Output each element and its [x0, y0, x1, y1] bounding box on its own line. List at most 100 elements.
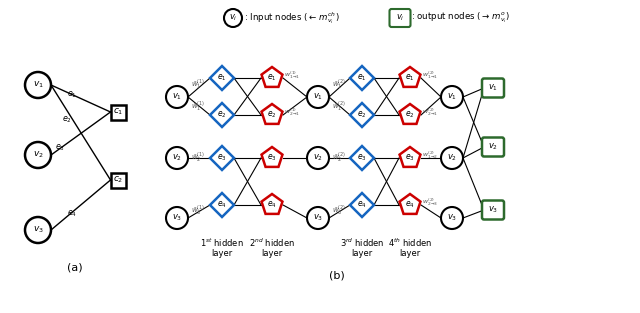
Polygon shape [399, 147, 420, 167]
Text: $w_{1\!\to\!2}^{(2)}$: $w_{1\!\to\!2}^{(2)}$ [422, 149, 438, 161]
Text: layer: layer [211, 249, 232, 258]
Text: (b): (b) [329, 270, 345, 280]
Text: $e_3$: $e_3$ [267, 153, 277, 163]
Circle shape [441, 147, 463, 169]
Text: $w_{1\!\to\!1}^{(2)}$: $w_{1\!\to\!1}^{(2)}$ [422, 69, 438, 81]
Text: $e_1$: $e_1$ [405, 73, 415, 83]
Circle shape [307, 147, 329, 169]
Circle shape [307, 86, 329, 108]
Polygon shape [262, 104, 282, 124]
FancyBboxPatch shape [111, 172, 125, 187]
Text: layer: layer [261, 249, 283, 258]
Text: 4$^{th}$ hidden: 4$^{th}$ hidden [388, 237, 432, 249]
Text: 1$^{st}$ hidden: 1$^{st}$ hidden [200, 237, 244, 249]
FancyBboxPatch shape [482, 79, 504, 98]
Polygon shape [399, 67, 420, 87]
Text: $v_1$: $v_1$ [33, 80, 44, 90]
Text: $e_1$: $e_1$ [217, 73, 227, 83]
Text: $v_2$: $v_2$ [488, 142, 498, 152]
Circle shape [224, 9, 242, 27]
Circle shape [441, 86, 463, 108]
Text: $e_2$: $e_2$ [217, 110, 227, 120]
Text: $e_2$: $e_2$ [268, 110, 276, 120]
Text: $\bar{w}_3^{(2)}$: $\bar{w}_3^{(2)}$ [332, 204, 346, 218]
Text: $e_2$: $e_2$ [405, 110, 415, 120]
Text: $\bar{w}_2^{(2)}$: $\bar{w}_2^{(2)}$ [332, 151, 346, 165]
FancyBboxPatch shape [482, 137, 504, 156]
Polygon shape [350, 193, 374, 217]
Text: layer: layer [399, 249, 420, 258]
Text: $e_3$: $e_3$ [405, 153, 415, 163]
Polygon shape [399, 194, 420, 214]
Text: $w_{2\!\to\!1}^{(1)}$: $w_{2\!\to\!1}^{(1)}$ [284, 106, 300, 118]
Circle shape [307, 207, 329, 229]
Polygon shape [350, 103, 374, 127]
Text: $v_1$: $v_1$ [313, 92, 323, 102]
Text: $\bar{w}_1^{(2)}$: $\bar{w}_1^{(2)}$ [332, 100, 346, 114]
Polygon shape [210, 146, 234, 170]
Text: $e_1$: $e_1$ [357, 73, 367, 83]
Circle shape [441, 207, 463, 229]
Text: $v_3$: $v_3$ [313, 213, 323, 223]
Text: $e_3$: $e_3$ [217, 153, 227, 163]
Text: $e_3$: $e_3$ [357, 153, 367, 163]
Text: $v_1$: $v_1$ [488, 83, 498, 93]
Text: $v_i$: $v_i$ [228, 13, 237, 23]
Text: $v_2$: $v_2$ [172, 153, 182, 163]
Polygon shape [350, 66, 374, 90]
Text: $v_i$: $v_i$ [396, 13, 404, 23]
Text: $v_3$: $v_3$ [172, 213, 182, 223]
Text: $v_2$: $v_2$ [447, 153, 457, 163]
Text: $v_3$: $v_3$ [33, 225, 44, 235]
Text: $v_3$: $v_3$ [447, 213, 457, 223]
Polygon shape [210, 66, 234, 90]
Text: $e_2$: $e_2$ [357, 110, 367, 120]
Text: $w_{1\!\to\!1}^{(1)}$: $w_{1\!\to\!1}^{(1)}$ [284, 69, 300, 81]
Text: $w_{2\!\to\!3}^{(2)}$: $w_{2\!\to\!3}^{(2)}$ [422, 196, 438, 208]
Polygon shape [210, 193, 234, 217]
Text: $v_1$: $v_1$ [172, 92, 182, 102]
Circle shape [25, 142, 51, 168]
Text: $v_1$: $v_1$ [447, 92, 457, 102]
Text: $e_4$: $e_4$ [357, 200, 367, 210]
Text: $\bar{w}_1^{(2)}$: $\bar{w}_1^{(2)}$ [332, 78, 346, 92]
Text: 2$^{nd}$ hidden: 2$^{nd}$ hidden [249, 237, 295, 249]
Circle shape [166, 86, 188, 108]
Circle shape [166, 147, 188, 169]
Text: (a): (a) [67, 263, 83, 273]
Text: $e_1$: $e_1$ [67, 90, 77, 100]
FancyBboxPatch shape [390, 9, 410, 27]
Text: $\bar{w}_1^{(1)}$: $\bar{w}_1^{(1)}$ [191, 78, 205, 92]
Text: $v_2$: $v_2$ [33, 150, 44, 160]
Circle shape [25, 72, 51, 98]
Polygon shape [399, 104, 420, 124]
Text: $e_2$: $e_2$ [62, 115, 72, 125]
Text: $v_2$: $v_2$ [313, 153, 323, 163]
Text: $e_1$: $e_1$ [268, 73, 276, 83]
Text: $w_{2\!\to\!1}^{(2)}$: $w_{2\!\to\!1}^{(2)}$ [422, 106, 438, 118]
Text: $\bar{w}_3^{(1)}$: $\bar{w}_3^{(1)}$ [191, 204, 205, 218]
Text: 3$^{rd}$ hidden: 3$^{rd}$ hidden [340, 237, 384, 249]
Text: $v_3$: $v_3$ [488, 205, 498, 215]
Text: $c_1$: $c_1$ [113, 107, 124, 117]
Polygon shape [262, 147, 282, 167]
Polygon shape [262, 194, 282, 214]
FancyBboxPatch shape [482, 201, 504, 219]
Polygon shape [210, 103, 234, 127]
Text: $e_4$: $e_4$ [217, 200, 227, 210]
Text: $\bar{w}_2^{(1)}$: $\bar{w}_2^{(1)}$ [191, 151, 205, 165]
Text: $e_4$: $e_4$ [67, 209, 77, 219]
Text: layer: layer [351, 249, 372, 258]
Text: $e_3$: $e_3$ [55, 143, 65, 153]
Text: : Input nodes $({\leftarrow}\, m_{v_i}^{ch})$: : Input nodes $({\leftarrow}\, m_{v_i}^{… [244, 10, 340, 26]
Text: $\bar{w}_1^{(1)}$: $\bar{w}_1^{(1)}$ [191, 100, 205, 114]
Polygon shape [350, 146, 374, 170]
Polygon shape [262, 67, 282, 87]
Circle shape [25, 217, 51, 243]
Circle shape [166, 207, 188, 229]
Text: $e_4$: $e_4$ [405, 200, 415, 210]
Text: $c_2$: $c_2$ [113, 175, 123, 185]
Text: $e_4$: $e_4$ [267, 200, 277, 210]
Text: : output nodes $({\rightarrow}\, m_{v_i}^{o})$: : output nodes $({\rightarrow}\, m_{v_i}… [411, 11, 510, 25]
FancyBboxPatch shape [111, 105, 125, 120]
